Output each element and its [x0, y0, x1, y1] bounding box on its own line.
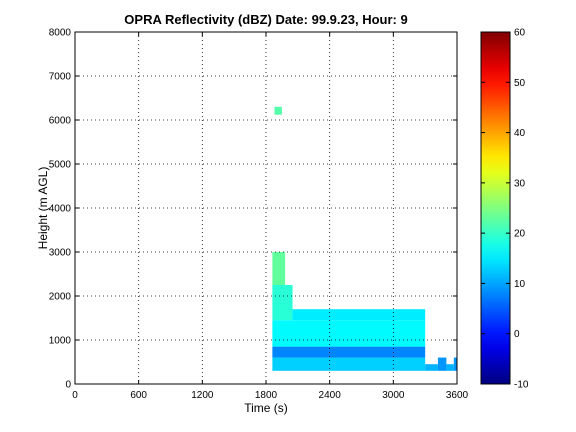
colorbar-tick-label: 30 [514, 178, 526, 189]
echo-region-6 [292, 309, 426, 321]
echo-region-10 [453, 357, 457, 371]
x-tick-label: 2400 [319, 390, 342, 401]
chart-title: OPRA Reflectivity (dBZ) Date: 99.9.23, H… [124, 12, 407, 27]
y-axis-label: Height (m AGL) [36, 167, 50, 250]
echo-region-7 [425, 364, 438, 371]
colorbar-tick-label: 20 [514, 229, 526, 240]
x-axis-label: Time (s) [244, 401, 288, 415]
plot-area: 0 600 1200 1800 2400 3000 3600 0 1000 2000 3000 400… [49, 28, 469, 402]
colorbar-frame [480, 31, 511, 385]
echo-region-2 [272, 346, 426, 358]
y-tick-label: 0 [65, 380, 71, 391]
x-tick-label: 600 [130, 390, 147, 401]
echo-region-4 [272, 285, 293, 321]
y-tick-label: 5000 [49, 160, 72, 171]
echo-region-1 [272, 357, 426, 371]
colorbar-tick-label: 50 [514, 78, 526, 89]
y-tick-label: 2000 [49, 292, 72, 303]
grid-lines [75, 32, 457, 384]
y-tick-label: 6000 [49, 116, 72, 127]
echo-region-0 [274, 106, 282, 115]
x-tick-label: 3600 [446, 390, 469, 401]
y-tick-label: 3000 [49, 248, 72, 259]
colorbar-tick-label: 10 [514, 279, 526, 290]
colorbar-tick-label: 40 [514, 128, 526, 139]
colorbar-tick-label: -10 [514, 380, 529, 391]
colorbar-gradient [481, 32, 510, 384]
y-tick-label: 8000 [49, 28, 72, 39]
colorbar-tick-label: 0 [514, 329, 520, 340]
x-tick-label: 3000 [382, 390, 405, 401]
echo-region-9 [446, 364, 454, 371]
echo-region-3 [272, 320, 426, 347]
colorbar-tick-label: 60 [514, 28, 526, 39]
y-tick-label: 4000 [49, 204, 72, 215]
y-tick-label: 1000 [49, 336, 72, 347]
echo-region-8 [437, 357, 447, 371]
echo-regions [272, 106, 457, 371]
x-tick-label: 0 [72, 390, 78, 401]
echo-region-5 [272, 252, 286, 285]
y-tick-label: 7000 [49, 72, 72, 83]
x-tick-label: 1200 [191, 390, 214, 401]
colorbar: -10 0 10 20 30 40 50 60 [480, 28, 529, 391]
x-tick-label: 1800 [255, 390, 278, 401]
